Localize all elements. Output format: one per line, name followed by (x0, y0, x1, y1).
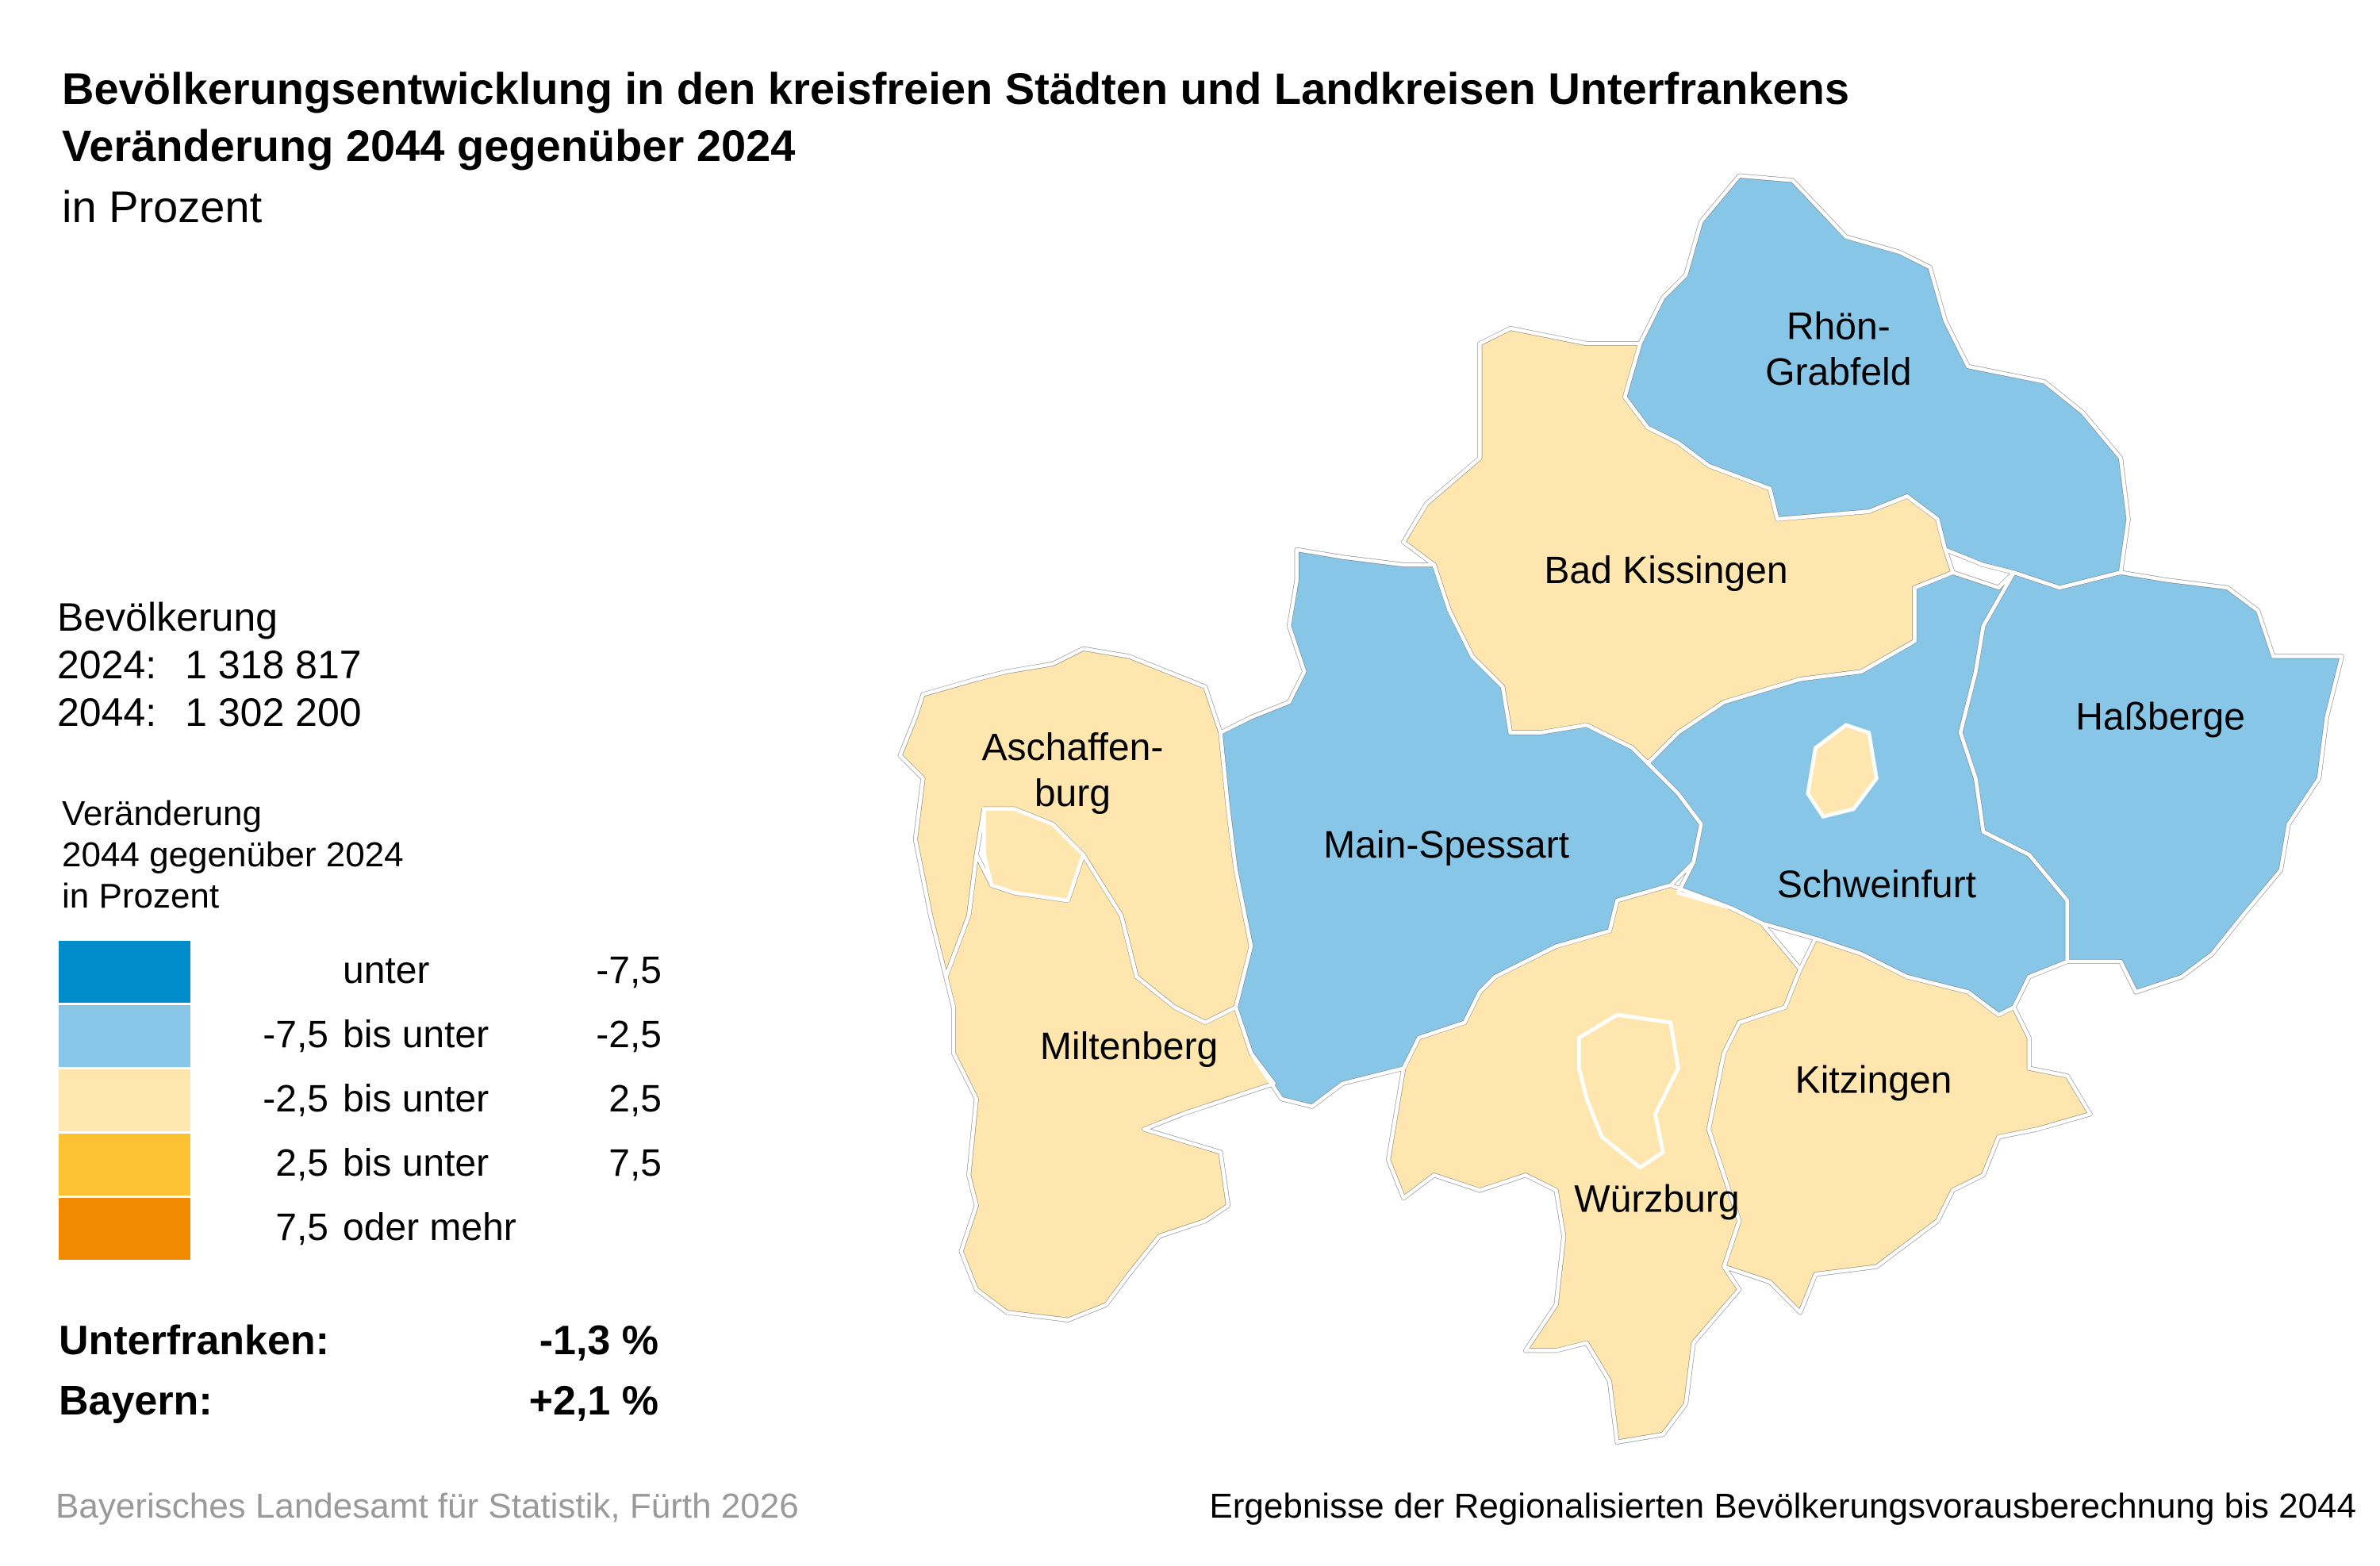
region-label: burg (1035, 772, 1111, 815)
region-label: Miltenberg (1040, 1025, 1218, 1068)
region-border (1958, 570, 2344, 994)
population-row-2044: 2044: 1 302 200 (57, 689, 362, 736)
city-würzburg (1576, 1012, 1680, 1170)
population-block: Bevölkerung 2024: 1 318 817 2044: 1 302 20… (57, 593, 362, 736)
legend-title-line: in Prozent (62, 877, 220, 915)
population-year: 2044: (57, 690, 157, 735)
results-note: Ergebnisse der Regionalisierten Bevölker… (1209, 1487, 2356, 1526)
summary-value: -1,3 % (539, 1318, 658, 1364)
legend-item: 2,5 bis unter 7,5 (59, 1134, 662, 1197)
legend-title-line: 2044 gegenüber 2024 (62, 835, 404, 874)
title-line-2: Veränderung 2044 gegenüber 2024 (62, 121, 796, 171)
legend-item: -7,5 bis unter -2,5 (59, 1005, 662, 1069)
legend-swatch (59, 1069, 190, 1131)
legend-title: Veränderung 2044 gegenüber 2024 in Proze… (62, 793, 404, 917)
map-title: Bevölkerungsentwicklung in den kreisfrei… (62, 60, 1849, 175)
legend-mid: bis unter (343, 1078, 489, 1120)
legend-swatch (59, 941, 190, 1003)
legend-swatch (59, 1134, 190, 1196)
region-label: Kitzingen (1795, 1058, 1952, 1101)
legend-low: 2,5 (275, 1142, 328, 1184)
region-label: Schweinfurt (1777, 863, 1976, 906)
region-label: Grabfeld (1765, 351, 1911, 393)
summary-label: Unterfranken: (59, 1318, 329, 1364)
legend-swatch (59, 1005, 190, 1067)
legend-item: unter -7,5 (59, 941, 662, 1004)
population-heading: Bevölkerung (57, 595, 278, 639)
legend-swatch (59, 1198, 190, 1260)
source-note: Bayerisches Landesamt für Statistik, Für… (56, 1487, 799, 1526)
population-value: 1 318 817 (185, 643, 362, 687)
legend-low: -7,5 (263, 1014, 328, 1056)
legend-item: 7,5 oder mehr (59, 1198, 662, 1261)
population-value: 1 302 200 (185, 690, 362, 735)
legend-item: -2,5 bis unter 2,5 (59, 1069, 662, 1133)
legend-high: -7,5 (596, 950, 662, 992)
population-row-2024: 2024: 1 318 817 (57, 641, 362, 689)
legend-low: -2,5 (263, 1078, 328, 1120)
title-unit: in Prozent (62, 182, 263, 232)
region-label: Würzburg (1574, 1177, 1739, 1220)
region-label: Bad Kissingen (1544, 549, 1787, 592)
summary-bayern: Bayern: +2,1 % (59, 1377, 658, 1425)
city-schweinfurt (1806, 723, 1879, 819)
region-label: Main-Spessart (1323, 823, 1569, 866)
region-label: Haßberge (2075, 696, 2245, 739)
city-aschaffenburg (981, 807, 1086, 903)
population-year: 2024: (57, 643, 157, 687)
legend-title-line: Veränderung (62, 794, 262, 833)
summary-value: +2,1 % (528, 1378, 658, 1424)
summary-label: Bayern: (59, 1378, 213, 1424)
legend-high: 2,5 (608, 1078, 662, 1120)
legend-mid: unter (343, 950, 430, 992)
region-label: Rhön- (1787, 305, 1891, 347)
legend-mid: oder mehr (343, 1207, 516, 1249)
summary-unterfranken: Unterfranken: -1,3 % (59, 1317, 658, 1364)
legend-low: 7,5 (275, 1207, 328, 1249)
legend-mid: bis unter (343, 1142, 489, 1184)
title-line-1: Bevölkerungsentwicklung in den kreisfrei… (62, 63, 1849, 113)
legend-mid: bis unter (343, 1014, 489, 1056)
region-border (1706, 936, 2093, 1315)
legend-high: 7,5 (608, 1142, 662, 1184)
region-label: Aschaffen- (981, 726, 1163, 769)
legend-high: -2,5 (596, 1014, 662, 1056)
